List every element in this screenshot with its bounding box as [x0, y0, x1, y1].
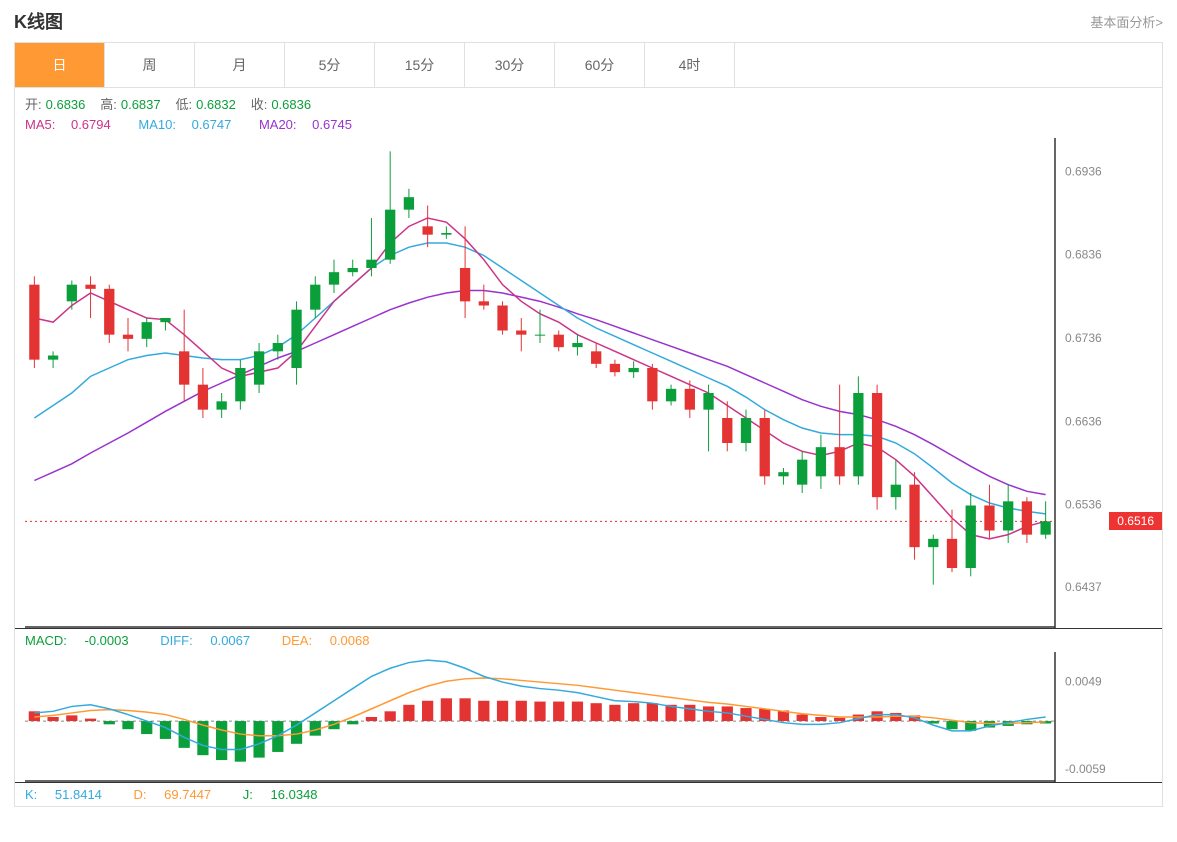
- svg-text:0.6536: 0.6536: [1065, 498, 1102, 512]
- svg-text:0.0049: 0.0049: [1065, 674, 1102, 688]
- current-price-label: 0.6516: [1109, 512, 1162, 530]
- tab-30分[interactable]: 30分: [465, 43, 555, 87]
- tab-5分[interactable]: 5分: [285, 43, 375, 87]
- tab-15分[interactable]: 15分: [375, 43, 465, 87]
- svg-text:0.6936: 0.6936: [1065, 164, 1102, 178]
- timeframe-tabs: 日周月5分15分30分60分4时: [15, 43, 1162, 88]
- tab-4时[interactable]: 4时: [645, 43, 735, 87]
- page-title: K线图: [14, 8, 63, 34]
- macd-values: MACD: -0.0003 DIFF: 0.0067 DEA: 0.0068: [15, 628, 1162, 652]
- tab-日[interactable]: 日: [15, 43, 105, 87]
- svg-text:0.6836: 0.6836: [1065, 248, 1102, 262]
- fundamental-link[interactable]: 基本面分析>: [1090, 12, 1163, 31]
- svg-text:0.6437: 0.6437: [1065, 580, 1102, 594]
- kdj-values: K: 51.8414 D: 69.7447 J: 16.0348: [15, 782, 1162, 806]
- tab-60分[interactable]: 60分: [555, 43, 645, 87]
- ohlc-values: 开:0.6836 高:0.6837 低:0.6832 收:0.6836: [15, 88, 1162, 115]
- ma-values: MA5: 0.6794 MA10: 0.6747 MA20: 0.6745: [15, 115, 1162, 138]
- chart-container: 日周月5分15分30分60分4时 开:0.6836 高:0.6837 低:0.6…: [14, 42, 1163, 807]
- tab-周[interactable]: 周: [105, 43, 195, 87]
- svg-text:0.6636: 0.6636: [1065, 414, 1102, 428]
- main-chart[interactable]: 0.6936 0.6836 0.6736 0.6636 0.6536 0.6437 0.6…: [15, 138, 1162, 628]
- macd-chart[interactable]: 0.0049 -0.0059: [15, 652, 1162, 782]
- svg-text:-0.0059: -0.0059: [1065, 762, 1106, 776]
- tab-月[interactable]: 月: [195, 43, 285, 87]
- svg-text:0.6736: 0.6736: [1065, 331, 1102, 345]
